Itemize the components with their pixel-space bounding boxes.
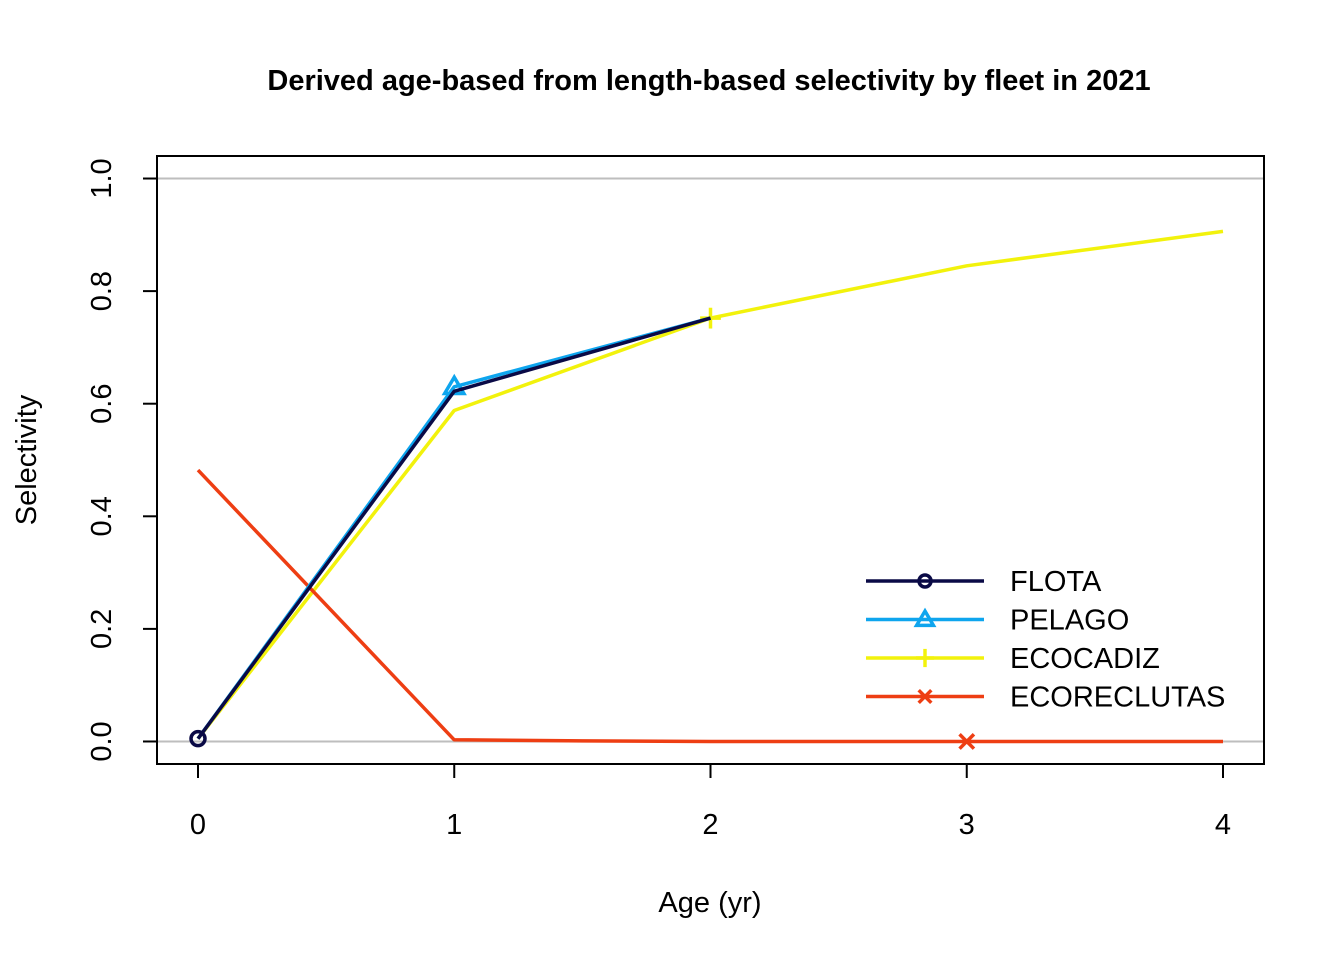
legend-label-ecocadiz: ECOCADIZ xyxy=(1010,643,1160,675)
x-tick-label: 4 xyxy=(1215,809,1231,841)
x-tick-label: 1 xyxy=(446,809,462,841)
x-axis: 0 1 2 3 4 xyxy=(190,763,1231,841)
y-tick-label: 0.4 xyxy=(86,496,118,536)
x-tick-label: 2 xyxy=(702,809,718,841)
legend-marker-ecoreclutas xyxy=(917,688,933,705)
y-tick-label: 0.6 xyxy=(86,384,118,424)
y-tick-label: 0.8 xyxy=(86,271,118,311)
series-marker-ecoreclutas xyxy=(958,733,976,750)
chart-title: Derived age-based from length-based sele… xyxy=(267,65,1150,97)
legend-marker-ecoreclutas-b xyxy=(917,688,933,705)
x-tick-label: 3 xyxy=(959,809,975,841)
series-line-ecoreclutas xyxy=(196,468,1223,744)
series-marker-ecoreclutas-b xyxy=(958,733,976,750)
y-axis-label: Selectivity xyxy=(11,394,43,525)
legend-marker-pelago xyxy=(913,607,937,628)
series-layer xyxy=(189,229,1224,750)
series-line-pelago xyxy=(196,316,711,740)
y-tick-label: 0.0 xyxy=(86,721,118,761)
legend-marker-ecocadiz xyxy=(915,648,935,668)
legend-label-pelago: PELAGO xyxy=(1010,605,1129,637)
y-tick-label: 0.2 xyxy=(86,609,118,649)
x-tick-label: 0 xyxy=(190,809,206,841)
legend-label-flota: FLOTA xyxy=(1010,566,1102,598)
series-line-flota xyxy=(196,316,711,740)
x-axis-label: Age (yr) xyxy=(658,887,761,919)
legend-marker-flota xyxy=(917,573,933,589)
legend: FLOTA PELAGO ECOCADIZ ECORECLUTAS xyxy=(866,566,1225,714)
series-marker-flota xyxy=(189,729,207,748)
y-axis: 0.0 0.2 0.4 0.6 0.8 1.0 xyxy=(86,158,158,762)
legend-label-ecoreclutas: ECORECLUTAS xyxy=(1010,682,1225,714)
y-tick-label: 1.0 xyxy=(86,158,118,198)
